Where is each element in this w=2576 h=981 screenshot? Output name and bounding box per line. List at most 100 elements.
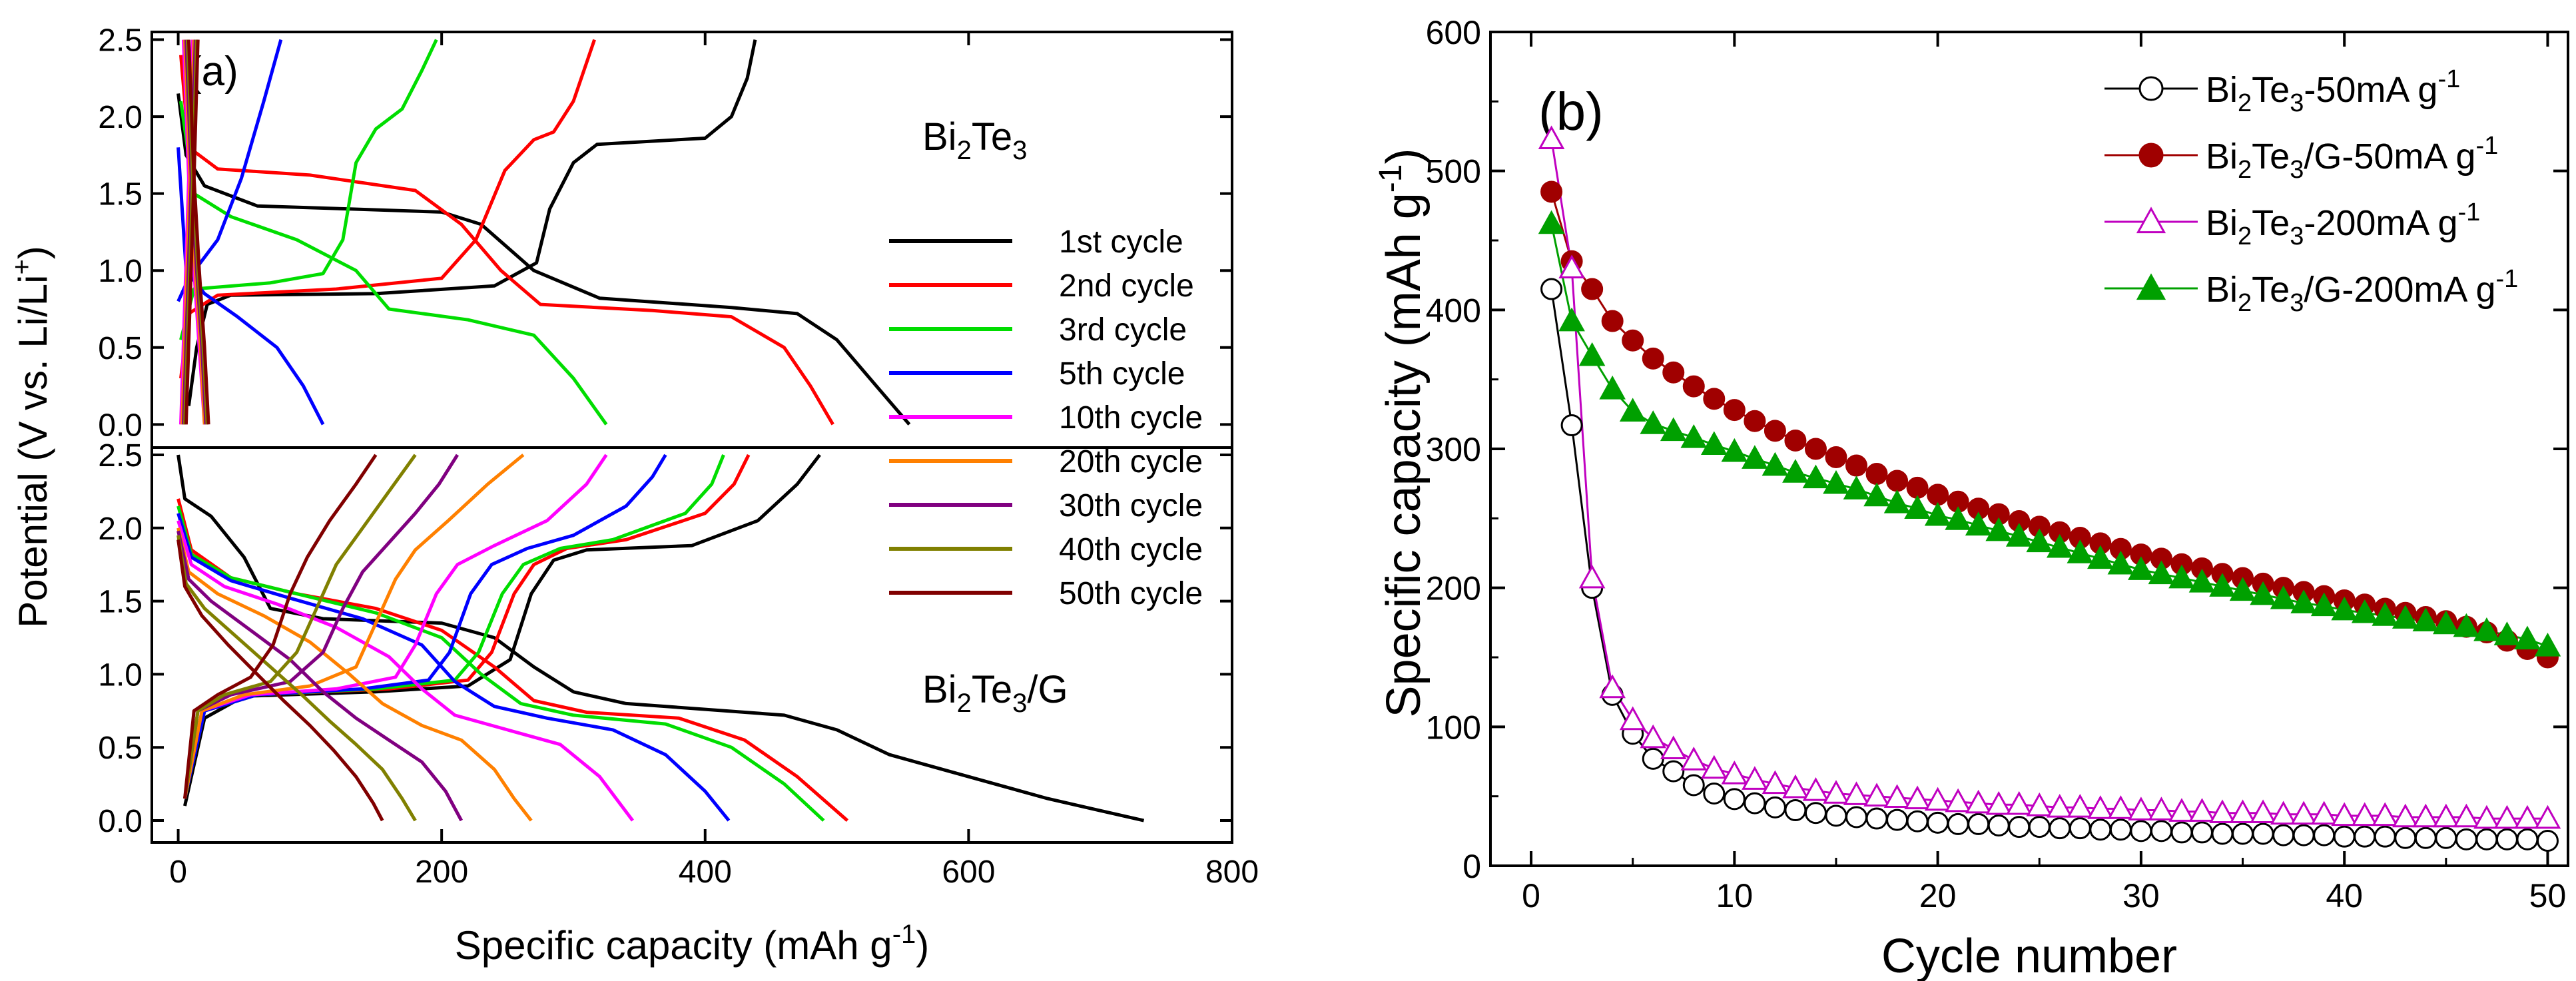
x-tick-label: 0	[1522, 877, 1540, 914]
data-point-series-3	[2067, 539, 2094, 563]
data-point-series-3	[2493, 621, 2521, 645]
data-point-series-0	[2435, 826, 2457, 849]
curve-top-3rd-charge	[179, 39, 438, 340]
curve-bottom-20th-charge	[183, 454, 525, 799]
data-point-series-0	[2232, 822, 2254, 845]
data-point-series-3	[1619, 398, 1646, 422]
data-point-series-1	[1825, 446, 1847, 469]
data-point-series-0	[1927, 811, 1949, 834]
data-point-series-2	[1945, 788, 1971, 813]
data-point-series-2	[1599, 674, 1626, 699]
y-tick-label: 0.5	[98, 731, 143, 766]
data-point-series-2	[2473, 805, 2500, 829]
curve-top-50th-discharge	[186, 39, 210, 425]
data-point-series-1	[1703, 388, 1726, 410]
data-point-series-2	[2168, 798, 2195, 822]
curve-top-2nd-discharge	[179, 55, 834, 426]
data-point-series-2	[2534, 805, 2561, 829]
data-point-series-3	[2392, 605, 2419, 629]
data-point-series-0	[1560, 414, 1583, 437]
y-tick-label: 300	[1426, 431, 1481, 468]
data-point-series-3	[1883, 490, 1911, 513]
data-point-series-2	[1883, 784, 1911, 809]
data-point-series-2	[2433, 803, 2459, 828]
curve-bottom-40th-discharge	[176, 535, 417, 822]
data-point-series-2	[2128, 797, 2154, 820]
data-point-series-3	[2046, 533, 2073, 558]
panel-a-x-axis-label: Specific capacity (mAh g-1)	[455, 920, 930, 968]
data-point-series-2	[1680, 747, 1708, 771]
panel-a-top-curves	[176, 39, 911, 426]
panel-b-legend: Bi2Te3-50mA g-1 Bi2Te3/G-50mA g-1 Bi2Te3-2…	[2104, 65, 2518, 317]
data-point-series-2	[2392, 803, 2419, 828]
data-point-series-2	[2067, 794, 2094, 818]
legend-b-label: Bi2Te3-50mA g-1	[2206, 65, 2460, 117]
y-tick-label: 2.0	[98, 100, 143, 135]
data-point-series-0	[2130, 820, 2152, 842]
curve-bottom-1st-charge	[183, 454, 821, 807]
data-point-series-1	[1927, 484, 1949, 506]
data-point-series-2	[2209, 799, 2236, 824]
data-point-series-3	[1802, 464, 1829, 489]
data-point-series-3	[2290, 589, 2317, 613]
data-point-series-3	[1985, 517, 2013, 541]
data-point-series-3	[2534, 632, 2561, 657]
curve-bottom-50th-discharge	[176, 539, 384, 822]
data-point-series-3	[2107, 550, 2134, 575]
x-tick-label: 0	[169, 854, 187, 890]
data-point-series-0	[2008, 816, 2031, 838]
panel-b-x-axis-label: Cycle number	[1881, 930, 2177, 981]
y-tick-label: 2.5	[98, 438, 143, 474]
panel-b-series	[1538, 125, 2561, 852]
data-point-series-0	[2272, 824, 2295, 846]
data-point-series-0	[2516, 828, 2539, 850]
series-line-0	[1550, 288, 2548, 842]
curve-top-1st-charge	[186, 39, 757, 406]
panel-a-axes: 0.00.51.01.52.02.50.00.51.01.52.02.50 200…	[98, 23, 1259, 890]
panel-b-y-axis-label: Specific capacity (mAh g-1)	[1373, 149, 1431, 718]
panel-a-y-axis-label: Potential (V vs. Li/Li+)	[7, 246, 55, 628]
panel-a-frame	[151, 31, 1233, 844]
data-point-series-3	[1945, 506, 1971, 530]
data-point-series-3	[1863, 482, 1890, 507]
data-point-series-3	[2148, 560, 2175, 585]
x-tick-label: 20	[1919, 877, 1957, 914]
data-point-series-2	[2229, 799, 2256, 824]
y-tick-label: 1.5	[98, 585, 143, 620]
data-point-series-3	[1843, 476, 1870, 499]
data-point-series-1	[1601, 310, 1624, 332]
legend-a-label: 1st cycle	[1059, 224, 1183, 260]
data-point-series-3	[2128, 556, 2154, 580]
data-point-series-2	[1619, 706, 1646, 731]
data-point-series-3	[2209, 573, 2236, 597]
data-point-series-0	[1865, 807, 1888, 830]
x-tick-label: 600	[942, 854, 995, 890]
y-tick-label: 1.0	[98, 254, 143, 289]
data-point-series-3	[1599, 375, 1626, 400]
legend-a-label: 40th cycle	[1059, 532, 1203, 567]
legend-b-marker	[2138, 143, 2164, 168]
data-point-series-1	[1723, 399, 1746, 422]
panel-b-axes: 0 100 200 300 400 500 600 0 10 20 30 40 50	[1426, 14, 2568, 914]
y-tick-label: 0.5	[98, 331, 143, 366]
y-tick-label: 200	[1426, 570, 1481, 607]
data-point-series-3	[1924, 501, 1951, 526]
panel-a-legend: 1st cycle 2nd cycle 3rd cycle 5th cycle 10th…	[889, 224, 1203, 611]
data-point-series-1	[1744, 410, 1766, 432]
x-tick-label: 10	[1716, 877, 1754, 914]
data-point-series-0	[2536, 829, 2559, 852]
data-point-series-2	[1863, 783, 1890, 807]
data-point-series-0	[1825, 805, 1847, 827]
data-point-series-0	[1744, 792, 1766, 815]
data-point-series-2	[2514, 805, 2541, 829]
legend-a-label: 30th cycle	[1059, 488, 1203, 523]
data-point-series-0	[1662, 760, 1685, 783]
panel-a-bottom-material-label: Bi2Te3/G	[922, 668, 1068, 718]
curve-top-2nd-charge	[179, 39, 596, 379]
data-point-series-1	[1886, 470, 1909, 492]
legend-a-label: 3rd cycle	[1059, 312, 1187, 348]
curve-bottom-10th-charge	[183, 454, 608, 799]
data-point-series-0	[1967, 813, 1990, 835]
curve-bottom-50th-charge	[183, 454, 378, 799]
data-point-series-0	[2475, 828, 2498, 850]
